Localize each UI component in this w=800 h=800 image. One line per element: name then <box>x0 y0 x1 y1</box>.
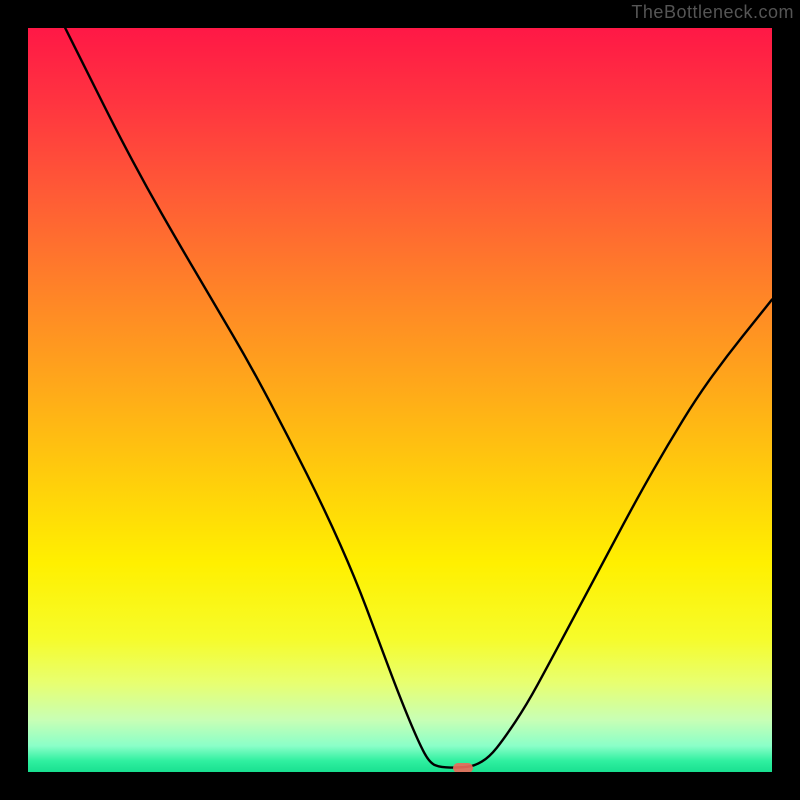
chart-frame: TheBottleneck.com <box>0 0 800 800</box>
plot-area <box>28 28 772 772</box>
plot-svg <box>28 28 772 772</box>
watermark-text: TheBottleneck.com <box>631 2 794 23</box>
optimum-marker <box>453 763 473 772</box>
